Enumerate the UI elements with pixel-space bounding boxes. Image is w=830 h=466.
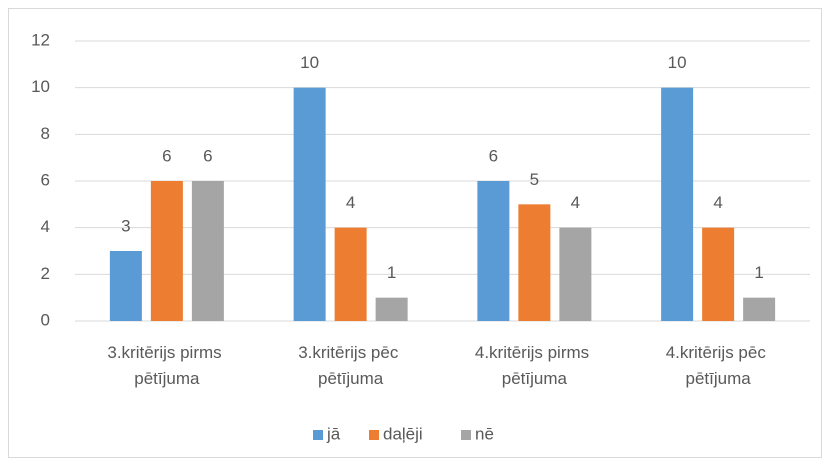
bar xyxy=(191,181,224,321)
y-tick-label: 10 xyxy=(31,77,50,96)
bar xyxy=(702,227,735,321)
x-tick-label: 3.kritērijs pirms pētījuma xyxy=(107,343,226,388)
data-label: 4 xyxy=(571,193,580,212)
bar xyxy=(743,297,776,321)
y-tick-label: 4 xyxy=(41,217,50,236)
bar xyxy=(375,297,408,321)
bar xyxy=(661,87,694,322)
y-tick-label: 12 xyxy=(31,30,50,49)
data-label: 1 xyxy=(387,263,396,282)
bar xyxy=(150,181,183,321)
data-label: 10 xyxy=(300,53,319,72)
x-tick-label: 4.kritērijs pirms pētījuma xyxy=(475,343,594,388)
y-tick-label: 8 xyxy=(41,124,50,143)
y-tick-label: 0 xyxy=(41,310,50,329)
y-tick-label: 2 xyxy=(41,264,50,283)
data-label: 3 xyxy=(121,216,130,235)
legend-swatch xyxy=(313,430,323,440)
data-label: 6 xyxy=(162,146,171,165)
bar xyxy=(109,251,142,321)
legend-label: nē xyxy=(475,424,494,443)
bar xyxy=(477,181,510,321)
bar xyxy=(293,87,326,322)
data-label: 5 xyxy=(530,170,539,189)
x-tick-label: 3.kritērijs pēc pētījuma xyxy=(298,343,403,388)
legend-label: daļēji xyxy=(383,424,423,443)
legend-label: jā xyxy=(326,424,341,443)
y-tick-label: 6 xyxy=(41,170,50,189)
legend-swatch xyxy=(461,430,471,440)
data-label: 6 xyxy=(203,146,212,165)
data-label: 4 xyxy=(346,193,355,212)
legend-swatch xyxy=(369,430,379,440)
bar xyxy=(559,227,592,321)
data-label: 4 xyxy=(713,193,722,212)
bar xyxy=(334,227,367,321)
data-label: 10 xyxy=(668,53,687,72)
data-label: 1 xyxy=(754,263,763,282)
x-tick-label: 4.kritērijs pēc pētījuma xyxy=(666,343,771,388)
data-label: 6 xyxy=(489,146,498,165)
bar xyxy=(518,204,551,321)
